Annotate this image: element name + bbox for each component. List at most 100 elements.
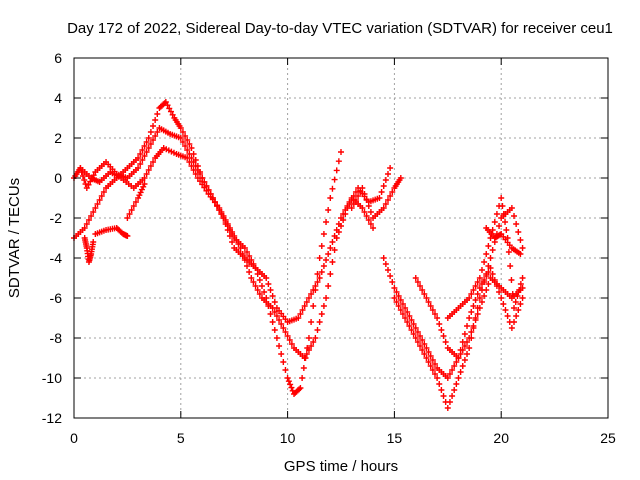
data-point — [517, 237, 524, 243]
data-point — [124, 215, 131, 221]
data-point — [140, 183, 147, 190]
data-point — [186, 159, 193, 165]
data-point — [466, 335, 473, 341]
data-point — [323, 257, 330, 263]
data-point — [517, 301, 524, 307]
data-point — [132, 199, 139, 205]
data-point — [244, 263, 251, 269]
data-point — [278, 351, 285, 357]
data-point — [446, 399, 453, 405]
data-point — [256, 277, 263, 283]
data-point — [387, 165, 394, 171]
data-point — [399, 301, 406, 307]
data-point — [380, 205, 387, 211]
x-tick-label: 10 — [280, 430, 296, 446]
data-point — [139, 147, 146, 153]
data-point — [318, 269, 325, 275]
data-point — [474, 279, 481, 285]
data-point — [421, 341, 428, 347]
data-point — [254, 287, 261, 293]
data-point — [299, 375, 306, 381]
data-point — [342, 211, 349, 217]
data-point — [493, 211, 500, 217]
data-point — [421, 291, 428, 297]
data-point — [312, 283, 319, 289]
data-point — [303, 299, 310, 305]
data-point — [417, 333, 424, 339]
data-point — [461, 343, 468, 349]
data-point — [384, 267, 391, 273]
data-point — [331, 247, 338, 253]
data-point — [444, 405, 451, 411]
data-point — [316, 319, 323, 325]
y-tick-label: -6 — [50, 290, 63, 306]
data-point — [135, 155, 142, 161]
data-point — [348, 205, 355, 211]
data-point — [164, 102, 171, 109]
data-point — [363, 197, 370, 203]
data-point — [478, 267, 485, 273]
data-point — [414, 329, 421, 335]
data-point — [419, 337, 426, 343]
data-point — [496, 223, 503, 229]
data-point — [361, 191, 368, 197]
data-point — [429, 307, 436, 313]
data-point — [325, 207, 332, 213]
data-point — [327, 245, 334, 251]
data-point — [382, 261, 389, 267]
data-point — [235, 241, 242, 247]
data-point — [147, 163, 154, 169]
data-point — [94, 201, 101, 207]
data-point — [310, 303, 317, 309]
data-point — [126, 211, 133, 217]
data-point — [297, 311, 304, 317]
data-point — [406, 323, 413, 329]
data-point — [429, 357, 436, 363]
data-point — [476, 275, 483, 281]
data-point — [468, 329, 475, 335]
data-point — [269, 319, 276, 325]
data-point — [81, 177, 88, 183]
data-point — [179, 139, 186, 145]
data-point — [500, 301, 507, 307]
data-point — [186, 141, 193, 147]
data-point — [273, 335, 280, 341]
data-point — [406, 313, 413, 319]
y-tick-label: -12 — [42, 410, 62, 426]
data-point — [365, 203, 372, 209]
data-point — [340, 217, 347, 223]
data-point — [154, 111, 161, 117]
data-point — [489, 247, 496, 253]
x-tick-label: 20 — [493, 430, 509, 446]
data-point — [177, 125, 184, 131]
data-point — [137, 189, 144, 196]
data-point — [226, 225, 233, 231]
y-axis-label: SDTVAR / TECUs — [6, 178, 23, 298]
data-point — [139, 157, 146, 163]
data-point — [90, 209, 97, 215]
data-point — [491, 219, 498, 225]
data-point — [273, 313, 280, 319]
data-point — [276, 343, 283, 349]
data-point — [286, 337, 293, 343]
data-point — [145, 135, 152, 141]
data-point — [472, 297, 479, 303]
data-point — [410, 321, 417, 327]
data-point — [453, 359, 460, 365]
data-point — [130, 203, 137, 209]
data-point — [367, 209, 374, 215]
data-point — [88, 213, 95, 219]
data-point — [338, 223, 344, 229]
data-point — [502, 307, 509, 313]
data-point — [395, 293, 402, 299]
data-point — [224, 221, 231, 227]
data-point — [391, 295, 398, 301]
data-point — [449, 367, 456, 373]
data-point — [201, 184, 208, 191]
data-point — [197, 178, 204, 185]
data-point — [288, 384, 295, 391]
data-point — [295, 315, 302, 321]
data-point — [278, 321, 285, 327]
data-point — [508, 205, 515, 211]
